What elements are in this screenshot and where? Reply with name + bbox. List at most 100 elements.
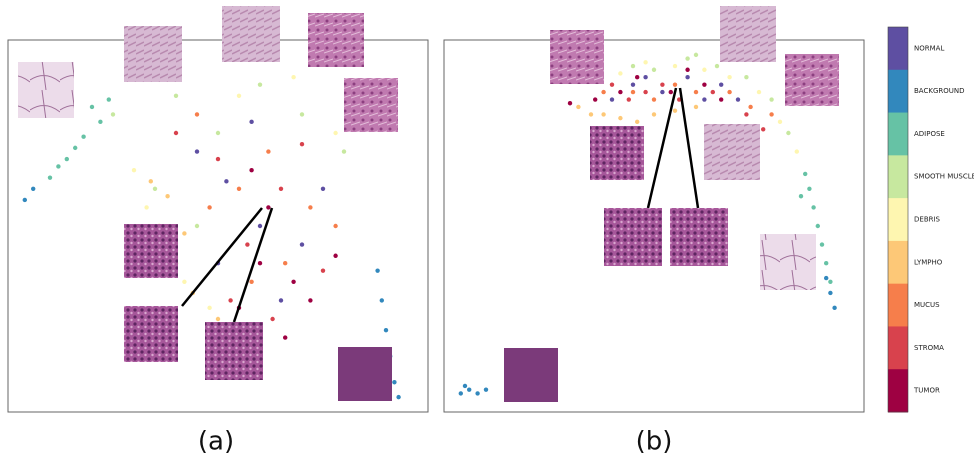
- point: [719, 97, 723, 101]
- point: [786, 131, 790, 135]
- point: [610, 82, 614, 86]
- point: [643, 90, 647, 94]
- point: [748, 105, 752, 109]
- point: [711, 90, 715, 94]
- point: [65, 157, 69, 161]
- point: [652, 68, 656, 72]
- legend-label: LYMPHO: [914, 258, 943, 266]
- point: [694, 53, 698, 57]
- point: [643, 75, 647, 79]
- point: [270, 317, 274, 321]
- colorbar-swatch: [888, 284, 908, 327]
- point: [266, 149, 270, 153]
- point: [631, 90, 635, 94]
- thumbnail: [720, 6, 776, 62]
- point: [832, 306, 836, 310]
- figure: (a) (b) NORMALBACKGROUNDADIPOSESMOOTH MU…: [0, 0, 974, 466]
- point: [333, 254, 337, 258]
- colorbar-swatch: [888, 70, 908, 113]
- point: [568, 101, 572, 105]
- point: [207, 306, 211, 310]
- thumbnail: [124, 306, 178, 362]
- panel-label: (b): [636, 427, 673, 457]
- point: [392, 380, 396, 384]
- point: [174, 94, 178, 98]
- point: [589, 112, 593, 116]
- point: [245, 242, 249, 246]
- point: [727, 75, 731, 79]
- thumbnail: [18, 62, 74, 118]
- point: [107, 97, 111, 101]
- point: [475, 391, 479, 395]
- point: [673, 108, 677, 112]
- colorbar-swatch: [888, 369, 908, 412]
- point: [48, 175, 52, 179]
- colorbar-swatch: [888, 155, 908, 198]
- point: [769, 97, 773, 101]
- point: [258, 224, 262, 228]
- point: [652, 97, 656, 101]
- point: [803, 172, 807, 176]
- point: [98, 120, 102, 124]
- point: [484, 387, 488, 391]
- point: [384, 328, 388, 332]
- point: [144, 205, 148, 209]
- point: [258, 261, 262, 265]
- point: [73, 146, 77, 150]
- point: [635, 120, 639, 124]
- point: [308, 205, 312, 209]
- point: [795, 149, 799, 153]
- thumbnail: [124, 26, 182, 82]
- point: [56, 164, 60, 168]
- point: [824, 276, 828, 280]
- point: [715, 64, 719, 68]
- point: [702, 68, 706, 72]
- thumbnail: [590, 126, 644, 180]
- colorbar-swatch: [888, 326, 908, 369]
- point: [291, 280, 295, 284]
- point: [182, 231, 186, 235]
- point: [279, 298, 283, 302]
- point: [618, 116, 622, 120]
- thumbnail: [504, 348, 558, 402]
- thumbnail: [785, 54, 839, 106]
- point: [237, 94, 241, 98]
- pointer-line: [182, 208, 262, 306]
- point: [744, 112, 748, 116]
- point: [727, 90, 731, 94]
- thumbnail: [124, 224, 178, 278]
- point: [308, 298, 312, 302]
- point: [816, 224, 820, 228]
- point: [31, 187, 35, 191]
- point: [673, 82, 677, 86]
- thumbnail: [704, 124, 760, 180]
- point: [601, 90, 605, 94]
- point: [769, 112, 773, 116]
- legend-label: MUCUS: [914, 301, 940, 309]
- point: [635, 75, 639, 79]
- point: [694, 90, 698, 94]
- point: [153, 187, 157, 191]
- point: [631, 64, 635, 68]
- point: [283, 261, 287, 265]
- thumbnail: [604, 208, 662, 266]
- point: [300, 112, 304, 116]
- point: [824, 261, 828, 265]
- point: [132, 168, 136, 172]
- point: [228, 298, 232, 302]
- thumbnail: [205, 322, 263, 380]
- point: [195, 149, 199, 153]
- pointer-lines: [182, 88, 698, 322]
- point: [669, 90, 673, 94]
- point: [744, 75, 748, 79]
- point: [396, 395, 400, 399]
- thumbnail: [222, 6, 280, 62]
- thumbnail: [670, 208, 728, 266]
- legend-label: TUMOR: [913, 387, 940, 395]
- point: [576, 105, 580, 109]
- point: [321, 268, 325, 272]
- point: [207, 205, 211, 209]
- point: [216, 157, 220, 161]
- point: [283, 335, 287, 339]
- point: [291, 75, 295, 79]
